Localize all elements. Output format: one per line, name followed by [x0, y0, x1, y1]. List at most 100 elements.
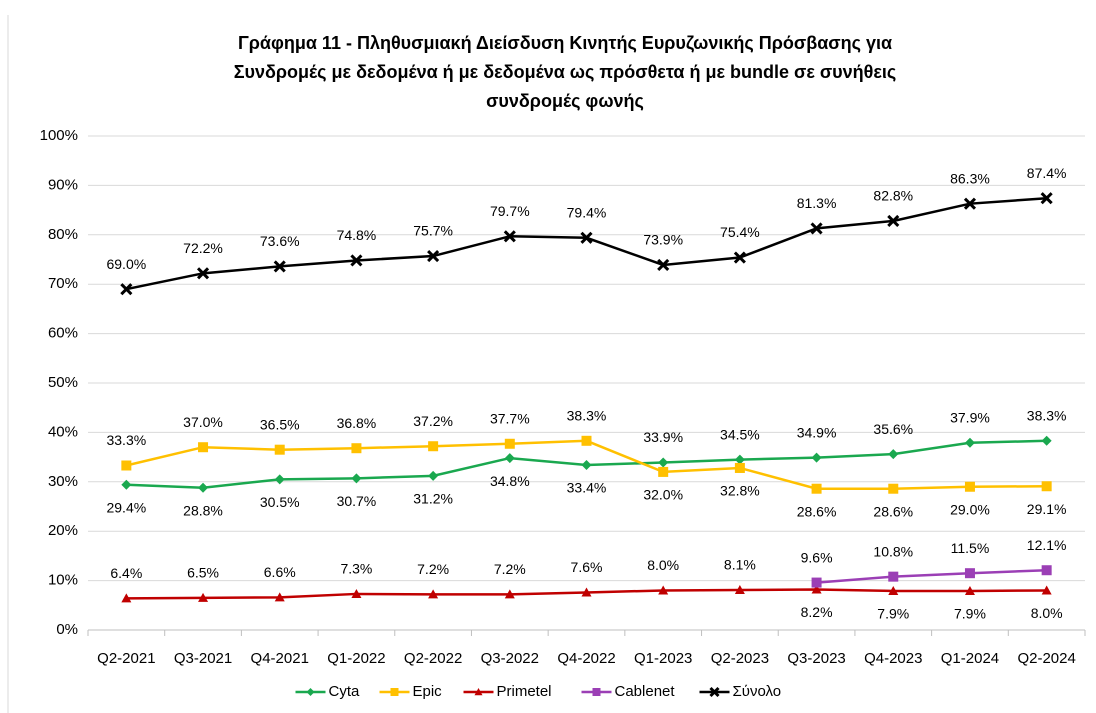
data-label: 28.6% [797, 503, 837, 519]
marker [198, 482, 209, 493]
chart-title: Γράφημα 11 - Πληθυσμιακή Διείσδυση Κινητ… [238, 33, 892, 54]
marker [1041, 585, 1052, 595]
data-label: 37.0% [183, 414, 223, 430]
data-label: 6.4% [110, 565, 142, 581]
legend-label: Cablenet [615, 683, 676, 700]
marker [121, 593, 132, 603]
marker [658, 466, 669, 477]
data-label: 7.9% [954, 606, 986, 622]
y-tick-label: 100% [40, 127, 78, 144]
marker [888, 585, 899, 595]
data-label: 79.7% [490, 203, 530, 219]
data-label: 34.9% [797, 424, 837, 440]
data-label: 73.6% [260, 233, 300, 249]
marker [580, 231, 593, 244]
y-tick-label: 40% [48, 423, 78, 440]
marker [1041, 435, 1052, 446]
y-tick-label: 90% [48, 176, 78, 193]
legend-label: Σύνολο [733, 683, 782, 700]
marker [734, 462, 745, 473]
marker [734, 584, 745, 594]
marker [811, 452, 822, 463]
data-label: 31.2% [413, 491, 453, 507]
marker [811, 483, 822, 494]
y-tick-label: 50% [48, 374, 78, 391]
x-tick-label: Q3-2023 [787, 650, 845, 667]
data-label: 36.8% [337, 415, 377, 431]
data-label: 29.1% [1027, 501, 1067, 517]
data-label: 30.7% [337, 493, 377, 509]
y-tick-label: 30% [48, 473, 78, 490]
data-label: 72.2% [183, 240, 223, 256]
marker [887, 214, 900, 228]
marker [504, 438, 515, 449]
data-label: 37.9% [950, 409, 990, 425]
data-label: 74.8% [337, 227, 377, 243]
x-tick-label: Q1-2024 [941, 650, 999, 667]
y-tick-label: 60% [48, 325, 78, 342]
x-tick-label: Q2-2024 [1017, 650, 1075, 667]
marker [964, 585, 975, 595]
data-label: 7.2% [494, 561, 526, 577]
data-label: 37.7% [490, 410, 530, 426]
y-tick-label: 10% [48, 572, 78, 589]
x-tick-label: Q1-2023 [634, 650, 692, 667]
series-line [816, 568, 1047, 584]
y-tick-label: 70% [48, 275, 78, 292]
data-label: 7.3% [340, 561, 372, 577]
data-label: 69.0% [106, 256, 146, 272]
marker [888, 571, 899, 582]
chart-title: συνδρομές φωνής [486, 91, 644, 111]
y-tick-label: 20% [48, 522, 78, 539]
data-label: 32.0% [643, 487, 683, 503]
marker [592, 688, 601, 696]
marker [121, 460, 132, 471]
marker [658, 457, 669, 468]
marker [198, 442, 209, 453]
data-label: 33.9% [643, 429, 683, 445]
data-label: 38.3% [1027, 408, 1067, 424]
marker [1040, 192, 1053, 205]
marker [274, 444, 285, 455]
data-label: 11.5% [951, 540, 990, 556]
chart-title: Συνδρομές με δεδομένα ή με δεδομένα ως π… [234, 62, 897, 82]
data-label: 33.4% [567, 480, 607, 496]
marker [273, 260, 286, 273]
marker [734, 454, 745, 465]
data-label: 82.8% [873, 188, 913, 204]
marker [274, 474, 285, 485]
legend-label: Epic [413, 683, 443, 700]
legend-label: Cyta [329, 683, 361, 700]
marker [198, 592, 209, 602]
x-tick-label: Q2-2023 [711, 650, 769, 667]
data-label: 8.1% [724, 557, 756, 573]
marker [964, 437, 975, 448]
y-tick-label: 0% [56, 621, 78, 638]
data-label: 30.5% [260, 494, 300, 510]
data-label: 33.3% [106, 432, 146, 448]
data-label: 37.2% [413, 413, 453, 429]
data-label: 12.1% [1027, 537, 1067, 553]
marker [428, 441, 439, 452]
data-label: 34.8% [490, 473, 530, 489]
data-label: 81.3% [797, 195, 837, 211]
data-label: 79.4% [567, 204, 607, 220]
data-label: 29.4% [106, 499, 146, 515]
x-tick-label: Q4-2023 [864, 650, 922, 667]
data-label: 75.7% [413, 223, 453, 239]
marker [810, 222, 823, 235]
data-label: 7.6% [571, 559, 603, 575]
x-tick-label: Q2-2021 [97, 650, 155, 667]
data-label: 36.5% [260, 416, 300, 432]
marker [121, 479, 132, 490]
marker [964, 481, 975, 492]
data-label: 8.0% [647, 557, 679, 573]
y-tick-label: 80% [48, 226, 78, 243]
marker [504, 589, 515, 599]
data-label: 9.6% [801, 549, 833, 565]
marker [390, 688, 399, 696]
marker [351, 473, 362, 484]
marker [964, 568, 975, 579]
marker [474, 688, 483, 696]
marker [1041, 565, 1052, 576]
